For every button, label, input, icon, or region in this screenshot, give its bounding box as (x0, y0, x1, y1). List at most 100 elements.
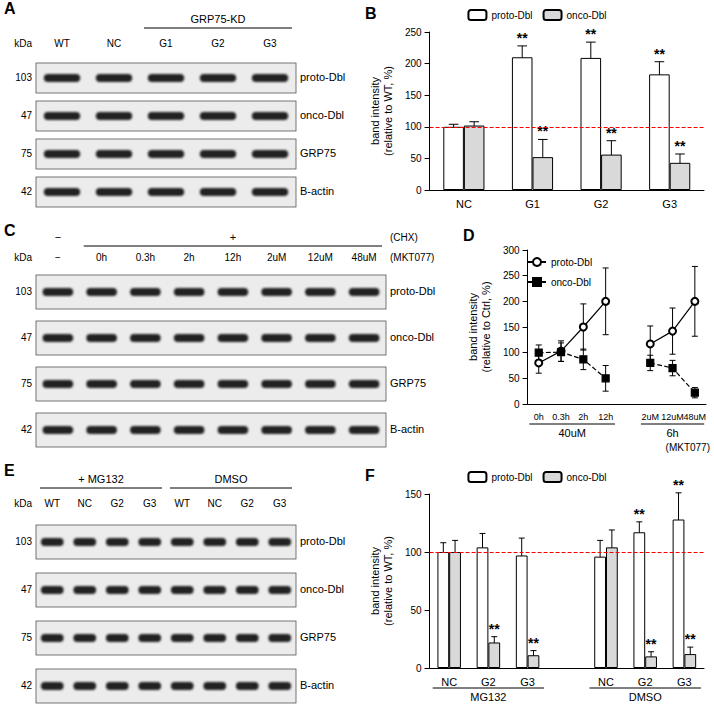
svg-text:6h: 6h (666, 427, 678, 439)
svg-text:(relative to WT, %): (relative to WT, %) (382, 536, 394, 626)
svg-text:onco-Dbl: onco-Dbl (567, 10, 607, 21)
svg-text:F: F (365, 467, 375, 484)
svg-text:B-actin: B-actin (390, 423, 424, 435)
svg-text:(relative to Ctrl, %): (relative to Ctrl, %) (480, 281, 492, 372)
svg-text:50: 50 (410, 605, 422, 616)
svg-text:**: ** (528, 635, 539, 651)
svg-text:G2: G2 (594, 198, 609, 210)
svg-text:onco-Dbl: onco-Dbl (300, 109, 344, 121)
svg-text:GRP75-KD: GRP75-KD (190, 13, 245, 25)
svg-text:**: ** (646, 636, 657, 652)
svg-text:G3: G3 (143, 498, 157, 509)
svg-text:onco-Dbl: onco-Dbl (551, 277, 591, 288)
svg-text:12uM: 12uM (308, 252, 333, 263)
svg-text:**: ** (537, 123, 548, 139)
svg-text:300: 300 (503, 245, 520, 256)
svg-text:(MKT077): (MKT077) (666, 442, 710, 453)
svg-text:onco-Dbl: onco-Dbl (300, 583, 344, 595)
svg-text:0.3h: 0.3h (136, 252, 155, 263)
svg-text:GRP75: GRP75 (300, 631, 336, 643)
svg-text:12h: 12h (225, 252, 242, 263)
svg-text:GRP75: GRP75 (390, 377, 426, 389)
svg-text:**: ** (654, 46, 665, 62)
svg-text:G2: G2 (481, 676, 496, 688)
svg-text:250: 250 (405, 27, 422, 38)
svg-text:50: 50 (410, 153, 422, 164)
svg-text:0: 0 (416, 663, 422, 674)
svg-text:200: 200 (405, 58, 422, 69)
svg-text:**: ** (675, 138, 686, 154)
svg-text:WT: WT (54, 38, 70, 49)
svg-text:2h: 2h (184, 252, 195, 263)
svg-text:G2: G2 (241, 498, 255, 509)
svg-text:**: ** (673, 477, 684, 493)
svg-text:G1: G1 (159, 38, 173, 49)
svg-text:0: 0 (416, 185, 422, 196)
svg-text:proto-Dbl: proto-Dbl (300, 535, 345, 547)
svg-text:onco-Dbl: onco-Dbl (390, 331, 434, 343)
svg-text:0: 0 (514, 399, 520, 410)
svg-text:band intensity: band intensity (467, 293, 479, 361)
svg-text:50: 50 (508, 373, 520, 384)
svg-text:B-actin: B-actin (300, 679, 334, 691)
svg-text:100: 100 (405, 121, 422, 132)
svg-text:42: 42 (21, 680, 33, 691)
svg-text:75: 75 (21, 148, 33, 159)
svg-text:G3: G3 (263, 38, 277, 49)
svg-text:250: 250 (503, 270, 520, 281)
svg-text:G2: G2 (211, 38, 225, 49)
svg-text:WT: WT (44, 498, 60, 509)
svg-text:75: 75 (21, 632, 33, 643)
svg-text:12h: 12h (598, 412, 613, 422)
svg-text:0.3h: 0.3h (552, 412, 570, 422)
svg-text:47: 47 (21, 110, 33, 121)
svg-text:A: A (4, 0, 16, 17)
svg-text:100: 100 (503, 347, 520, 358)
svg-text:proto-Dbl: proto-Dbl (300, 71, 345, 83)
svg-text:GRP75: GRP75 (300, 147, 336, 159)
svg-text:D: D (463, 227, 475, 244)
svg-text:100: 100 (405, 547, 422, 558)
svg-text:MG132: MG132 (470, 691, 506, 703)
svg-text:G3: G3 (273, 498, 287, 509)
svg-text:kDa: kDa (14, 38, 32, 49)
svg-text:band intensity: band intensity (369, 77, 381, 145)
svg-text:**: ** (634, 506, 645, 522)
svg-text:48uM: 48uM (684, 412, 707, 422)
svg-text:NC: NC (598, 676, 614, 688)
svg-text:G2: G2 (111, 498, 125, 509)
svg-text:2h: 2h (578, 412, 588, 422)
svg-text:E: E (4, 462, 15, 479)
svg-text:(relative to WT, %): (relative to WT, %) (382, 66, 394, 156)
svg-text:G3: G3 (677, 676, 692, 688)
svg-text:150: 150 (405, 90, 422, 101)
svg-text:onco-Dbl: onco-Dbl (567, 472, 607, 483)
svg-text:B-actin: B-actin (300, 185, 334, 197)
svg-text:−: − (55, 231, 61, 243)
svg-text:WT: WT (174, 498, 190, 509)
svg-text:47: 47 (21, 332, 33, 343)
svg-text:42: 42 (21, 424, 33, 435)
svg-text:DMSO: DMSO (215, 473, 248, 485)
svg-text:B: B (365, 5, 377, 22)
svg-text:103: 103 (15, 536, 32, 547)
svg-text:0h: 0h (534, 412, 544, 422)
svg-text:150: 150 (503, 322, 520, 333)
svg-text:proto-Dbl: proto-Dbl (491, 10, 532, 21)
svg-text:NC: NC (456, 198, 472, 210)
svg-text:+ MG132: + MG132 (78, 473, 124, 485)
svg-text:40uM: 40uM (558, 427, 586, 439)
svg-text:75: 75 (21, 378, 33, 389)
svg-text:**: ** (585, 26, 596, 42)
svg-text:42: 42 (21, 186, 33, 197)
svg-text:47: 47 (21, 584, 33, 595)
svg-text:DMSO: DMSO (629, 691, 662, 703)
svg-text:band intensity: band intensity (369, 547, 381, 615)
svg-text:NC: NC (441, 676, 457, 688)
svg-text:12uM: 12uM (661, 412, 684, 422)
svg-text:200: 200 (503, 296, 520, 307)
svg-text:proto-Dbl: proto-Dbl (491, 472, 532, 483)
svg-text:**: ** (489, 621, 500, 637)
svg-text:G3: G3 (662, 198, 677, 210)
svg-text:(MKT077): (MKT077) (390, 252, 434, 263)
